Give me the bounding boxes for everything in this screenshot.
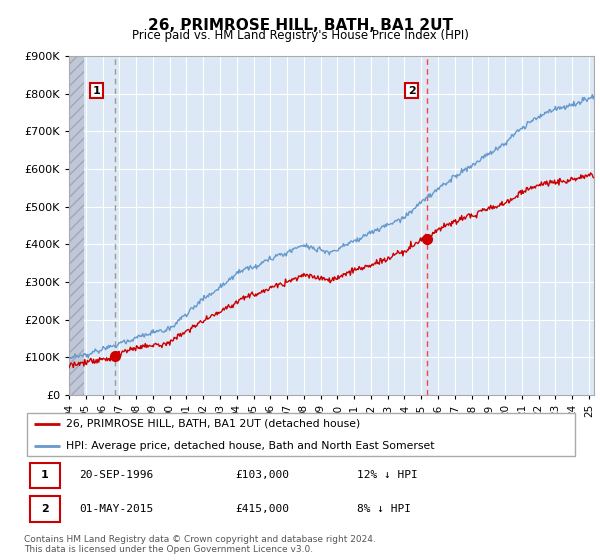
Text: 2: 2 — [41, 504, 49, 514]
Text: £415,000: £415,000 — [235, 504, 289, 514]
Text: 01-MAY-2015: 01-MAY-2015 — [79, 504, 154, 514]
Text: 26, PRIMROSE HILL, BATH, BA1 2UT: 26, PRIMROSE HILL, BATH, BA1 2UT — [148, 18, 452, 33]
Bar — [69, 56, 84, 395]
Text: 20-SEP-1996: 20-SEP-1996 — [79, 470, 154, 480]
Text: 8% ↓ HPI: 8% ↓ HPI — [357, 504, 411, 514]
Text: 26, PRIMROSE HILL, BATH, BA1 2UT (detached house): 26, PRIMROSE HILL, BATH, BA1 2UT (detach… — [65, 419, 360, 429]
Text: £103,000: £103,000 — [235, 470, 289, 480]
FancyBboxPatch shape — [29, 463, 60, 488]
Text: 1: 1 — [41, 470, 49, 480]
Text: Price paid vs. HM Land Registry's House Price Index (HPI): Price paid vs. HM Land Registry's House … — [131, 29, 469, 42]
Text: HPI: Average price, detached house, Bath and North East Somerset: HPI: Average price, detached house, Bath… — [65, 441, 434, 451]
FancyBboxPatch shape — [27, 413, 575, 456]
Text: Contains HM Land Registry data © Crown copyright and database right 2024.
This d: Contains HM Land Registry data © Crown c… — [24, 535, 376, 554]
Text: 12% ↓ HPI: 12% ↓ HPI — [357, 470, 418, 480]
Text: 2: 2 — [408, 86, 416, 96]
Text: 1: 1 — [92, 86, 100, 96]
FancyBboxPatch shape — [29, 496, 60, 522]
